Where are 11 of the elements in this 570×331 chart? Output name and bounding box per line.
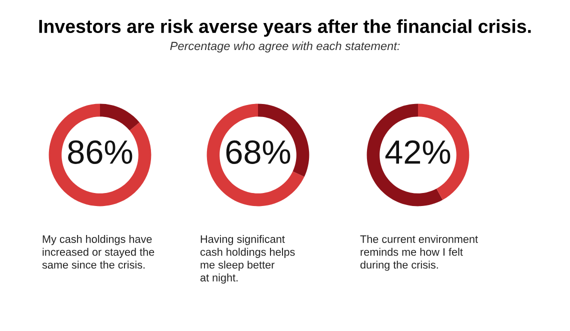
donut-slice [48, 104, 152, 206]
text: The current environment reminds me how I felt during the crisis. [360, 235, 478, 271]
text: My cash holdings have increased or stayed the same since the crisis. [42, 235, 154, 269]
data-label: 68% [226, 140, 290, 164]
data-label: 86% [68, 140, 132, 164]
donut-slice [100, 104, 140, 131]
donut-slice [206, 104, 304, 206]
chart-title: Investors are risk averse years after the financial crisis. [39, 19, 531, 37]
chart-subtitle: Percentage who agree with each statement: [170, 42, 400, 52]
text: Having significant cash holdings helps me sleep better at night. [200, 235, 295, 284]
data-label: 42% [385, 140, 450, 164]
